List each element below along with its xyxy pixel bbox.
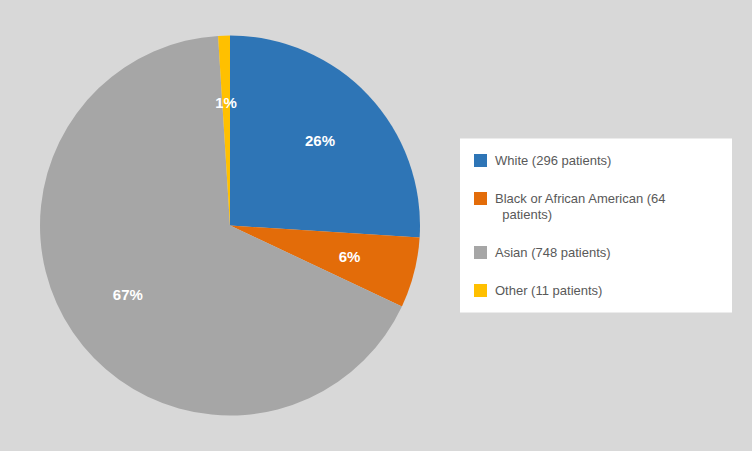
data-label: 26%: [305, 132, 335, 149]
data-labels: 26% 6% 67% 1%: [113, 94, 361, 304]
legend-swatch: [474, 246, 487, 259]
legend-entry: Black or African American (64 patients): [474, 191, 666, 222]
pie: [40, 36, 420, 416]
background: [0, 0, 752, 451]
legend-entry: Other (11 patients): [474, 283, 602, 298]
data-label: 67%: [113, 286, 143, 303]
data-label: 6%: [339, 248, 361, 265]
slice: [218, 36, 230, 226]
legend-label: Other (11 patients): [495, 283, 602, 298]
legend: White (296 patients) Black or African Ame…: [460, 139, 732, 313]
legend-entry: White (296 patients): [474, 153, 611, 168]
data-label: 1%: [215, 94, 237, 111]
legend-swatch: [474, 192, 487, 205]
legend-label: Asian (748 patients): [495, 245, 611, 260]
legend-swatch: [474, 284, 487, 297]
legend-swatch: [474, 154, 487, 167]
legend-label: White (296 patients): [495, 153, 611, 168]
legend-label: Black or African American (64 patients): [495, 191, 666, 222]
slice: [40, 36, 402, 416]
chart: 26% 6% 67% 1% White (296 patients) Black or A…: [0, 0, 752, 451]
legend-entry: Asian (748 patients): [474, 245, 611, 260]
slice: [230, 36, 420, 238]
legend-box: [460, 139, 732, 313]
